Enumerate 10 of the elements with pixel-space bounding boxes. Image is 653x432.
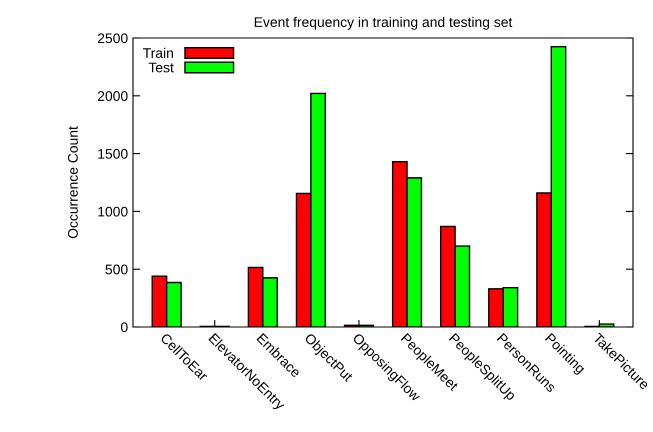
- y-tick-label: 1500: [98, 148, 128, 159]
- y-axis-title: Occurrence Count: [68, 126, 78, 238]
- y-tick-label: 2000: [98, 91, 128, 101]
- y-tick-label: 0: [120, 322, 128, 332]
- legend-label: Test: [148, 62, 174, 72]
- y-tick-label: 2500: [98, 33, 128, 44]
- chart-title: Event frequency in training and testing set: [254, 16, 512, 30]
- y-tick-label: 1000: [98, 206, 128, 217]
- y-tick-label: 500: [106, 264, 128, 274]
- legend-label: Train: [143, 48, 173, 58]
